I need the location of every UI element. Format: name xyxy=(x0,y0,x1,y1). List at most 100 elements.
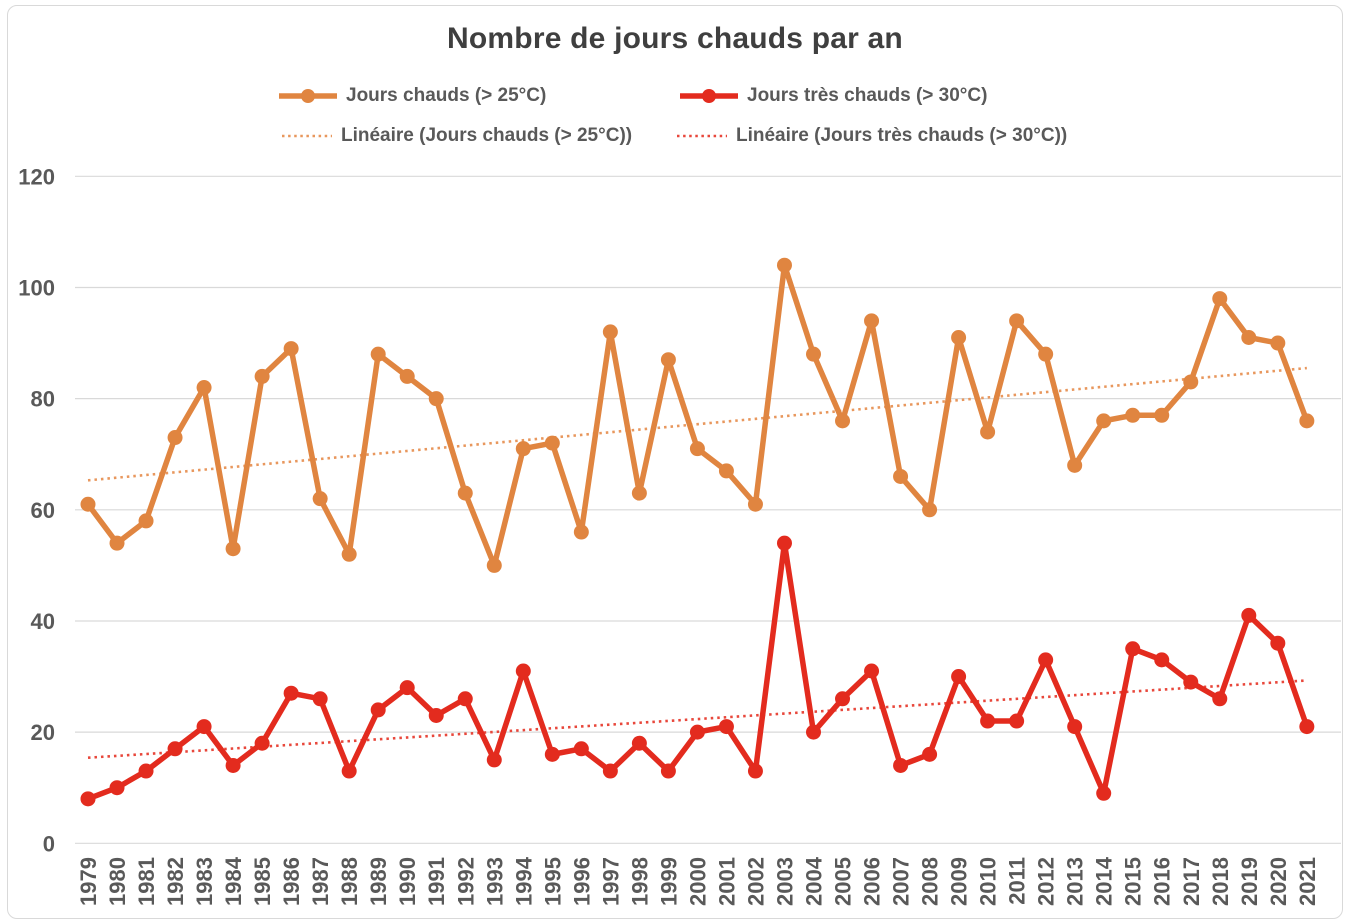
data-point[interactable] xyxy=(138,513,154,529)
data-point[interactable] xyxy=(1009,713,1025,729)
data-point[interactable] xyxy=(428,707,444,723)
data-point[interactable] xyxy=(167,430,183,446)
data-point[interactable] xyxy=(109,535,125,551)
data-point[interactable] xyxy=(893,757,909,773)
data-point[interactable] xyxy=(631,735,647,751)
data-point[interactable] xyxy=(951,329,967,345)
data-point[interactable] xyxy=(1038,652,1054,668)
legend-item-series1[interactable]: Jours chauds (> 25°C) xyxy=(278,84,546,108)
data-point[interactable] xyxy=(806,346,821,362)
data-point[interactable] xyxy=(515,441,531,457)
legend-item-trend1[interactable]: Linéaire (Jours chauds (> 25°C)) xyxy=(281,124,632,148)
data-point[interactable] xyxy=(631,485,647,501)
data-point[interactable] xyxy=(951,669,967,685)
data-point[interactable] xyxy=(1067,719,1083,735)
data-point[interactable] xyxy=(254,368,270,384)
data-point[interactable] xyxy=(922,746,938,762)
data-point[interactable] xyxy=(138,763,154,779)
data-point[interactable] xyxy=(80,496,96,512)
data-point[interactable] xyxy=(1125,407,1141,423)
data-point[interactable] xyxy=(1096,785,1112,801)
data-point[interactable] xyxy=(341,763,357,779)
data-point[interactable] xyxy=(457,485,473,501)
data-point[interactable] xyxy=(602,763,618,779)
data-point[interactable] xyxy=(457,691,473,707)
data-point[interactable] xyxy=(660,763,676,779)
data-point[interactable] xyxy=(1038,346,1054,362)
data-point[interactable] xyxy=(922,502,938,518)
data-point[interactable] xyxy=(1154,407,1170,423)
data-point[interactable] xyxy=(718,463,734,479)
data-point[interactable] xyxy=(776,535,792,551)
data-point[interactable] xyxy=(370,702,386,718)
data-point[interactable] xyxy=(428,391,444,407)
data-point[interactable] xyxy=(1270,635,1286,651)
data-point[interactable] xyxy=(1299,719,1315,735)
x-axis-tick-label: 2009 xyxy=(947,857,972,906)
x-axis-tick-label: 2020 xyxy=(1266,857,1291,906)
data-point[interactable] xyxy=(283,685,299,701)
data-point[interactable] xyxy=(776,257,792,273)
data-point[interactable] xyxy=(835,691,851,707)
data-point[interactable] xyxy=(1183,674,1199,690)
legend-item-trend2[interactable]: Linéaire (Jours très chauds (> 30°C)) xyxy=(676,124,1067,148)
data-point[interactable] xyxy=(1096,413,1112,429)
data-point[interactable] xyxy=(1125,641,1141,657)
data-point[interactable] xyxy=(718,719,734,735)
data-point[interactable] xyxy=(399,680,415,696)
data-point[interactable] xyxy=(486,557,502,573)
data-point[interactable] xyxy=(980,424,996,440)
data-point[interactable] xyxy=(864,313,880,329)
data-point[interactable] xyxy=(1241,329,1257,345)
data-point[interactable] xyxy=(167,741,183,757)
data-point[interactable] xyxy=(1067,457,1083,473)
x-axis-tick-label: 1984 xyxy=(221,856,246,906)
data-point[interactable] xyxy=(980,713,996,729)
chart-title[interactable]: Nombre de jours chauds par an xyxy=(447,22,903,55)
data-point[interactable] xyxy=(196,719,212,735)
data-point[interactable] xyxy=(544,435,560,451)
data-point[interactable] xyxy=(1241,607,1257,623)
series-line-2[interactable] xyxy=(85,540,1310,802)
series-line-1[interactable] xyxy=(85,262,1310,569)
data-point[interactable] xyxy=(893,468,909,484)
data-point[interactable] xyxy=(660,352,676,368)
data-point[interactable] xyxy=(225,757,241,773)
data-point[interactable] xyxy=(1009,313,1025,329)
data-point[interactable] xyxy=(864,663,880,679)
data-point[interactable] xyxy=(196,380,212,396)
trendline-series2[interactable] xyxy=(87,679,1307,759)
data-point[interactable] xyxy=(312,691,328,707)
data-point[interactable] xyxy=(515,663,531,679)
data-point[interactable] xyxy=(341,546,357,562)
data-point[interactable] xyxy=(225,541,241,557)
data-point[interactable] xyxy=(254,735,270,751)
data-point[interactable] xyxy=(1270,335,1286,351)
x-axis-tick-label: 2001 xyxy=(714,857,739,906)
data-point[interactable] xyxy=(1183,374,1199,390)
data-point[interactable] xyxy=(573,524,589,540)
data-point[interactable] xyxy=(806,724,821,740)
data-point[interactable] xyxy=(573,741,589,757)
data-point[interactable] xyxy=(689,724,705,740)
data-point[interactable] xyxy=(399,368,415,384)
data-point[interactable] xyxy=(602,324,618,340)
data-point[interactable] xyxy=(544,746,560,762)
legend-item-series2[interactable]: Jours très chauds (> 30°C) xyxy=(679,84,987,108)
data-point[interactable] xyxy=(835,413,851,429)
data-point[interactable] xyxy=(486,752,502,768)
data-point[interactable] xyxy=(1212,691,1228,707)
data-point[interactable] xyxy=(80,791,96,807)
data-point[interactable] xyxy=(283,341,299,357)
trendline-series1[interactable] xyxy=(87,366,1307,482)
data-point[interactable] xyxy=(1212,291,1228,307)
data-point[interactable] xyxy=(1299,413,1315,429)
data-point[interactable] xyxy=(312,491,328,507)
data-point[interactable] xyxy=(370,346,386,362)
data-point[interactable] xyxy=(747,496,763,512)
data-point[interactable] xyxy=(1154,652,1170,668)
data-point[interactable] xyxy=(689,441,705,457)
data-point[interactable] xyxy=(747,763,763,779)
data-point[interactable] xyxy=(109,780,125,796)
